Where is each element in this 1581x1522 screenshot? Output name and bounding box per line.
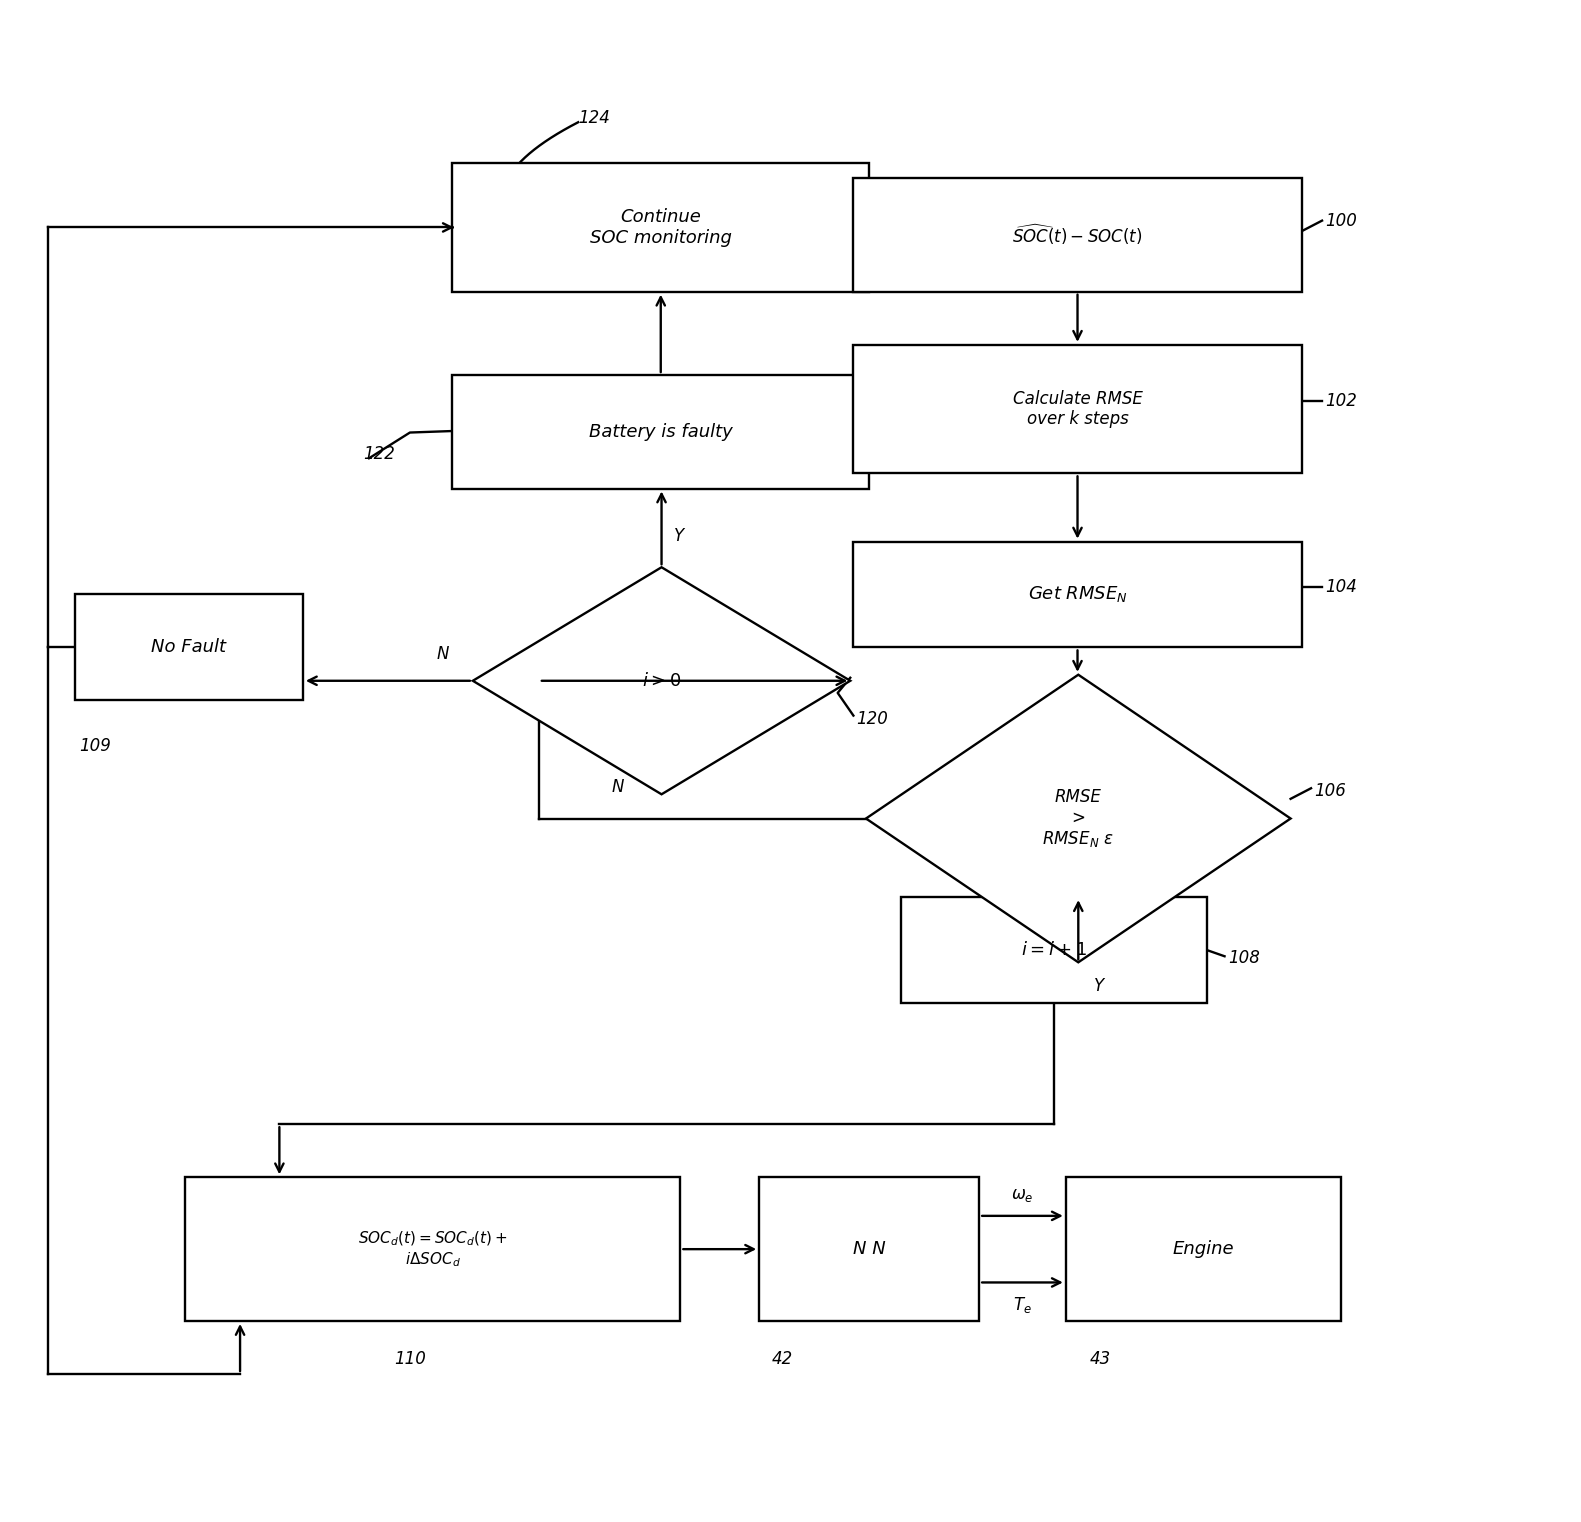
Text: 100: 100 — [1325, 212, 1356, 230]
Text: $i > 0$: $i > 0$ — [642, 671, 681, 689]
Bar — [74, 595, 304, 700]
Text: Continue
SOC monitoring: Continue SOC monitoring — [590, 209, 732, 247]
Text: 102: 102 — [1325, 391, 1356, 409]
Text: 104: 104 — [1325, 578, 1356, 597]
Bar — [901, 898, 1208, 1003]
Text: Get RMSE$_N$: Get RMSE$_N$ — [1028, 584, 1127, 604]
Bar — [759, 1177, 979, 1321]
Text: 42: 42 — [772, 1350, 794, 1368]
Text: 109: 109 — [79, 737, 112, 755]
Bar — [854, 178, 1301, 292]
Text: RMSE
>
RMSE$_N$ $\varepsilon$: RMSE > RMSE$_N$ $\varepsilon$ — [1042, 787, 1115, 849]
Polygon shape — [473, 568, 851, 794]
Text: Y: Y — [1094, 977, 1104, 995]
Text: 108: 108 — [1228, 948, 1260, 966]
Text: Calculate RMSE
over k steps: Calculate RMSE over k steps — [1012, 390, 1143, 429]
Text: 120: 120 — [857, 709, 889, 728]
Bar — [185, 1177, 680, 1321]
Bar — [452, 163, 870, 292]
Text: Battery is faulty: Battery is faulty — [588, 423, 732, 441]
Text: 110: 110 — [394, 1350, 425, 1368]
Text: Engine: Engine — [1173, 1240, 1235, 1259]
Polygon shape — [866, 674, 1290, 962]
Text: Y: Y — [674, 527, 685, 545]
Bar — [854, 542, 1301, 647]
Text: N: N — [436, 645, 449, 662]
Bar — [854, 345, 1301, 473]
Text: 124: 124 — [579, 108, 610, 126]
Text: $\omega_e$: $\omega_e$ — [1012, 1186, 1034, 1204]
Text: $SOC_d(t)= SOC_d(t)+$
$i\Delta SOC_d$: $SOC_d(t)= SOC_d(t)+$ $i\Delta SOC_d$ — [357, 1230, 508, 1269]
Text: $\widehat{SOC}(t) - SOC(t)$: $\widehat{SOC}(t) - SOC(t)$ — [1012, 222, 1143, 248]
Text: 106: 106 — [1314, 782, 1345, 801]
Text: 122: 122 — [362, 444, 395, 463]
Text: N: N — [612, 778, 623, 796]
Text: 43: 43 — [1089, 1350, 1110, 1368]
Text: N N: N N — [852, 1240, 885, 1259]
Bar — [452, 374, 870, 489]
Text: No Fault: No Fault — [152, 638, 226, 656]
Text: $T_e$: $T_e$ — [1013, 1295, 1032, 1315]
Bar — [1066, 1177, 1341, 1321]
Text: $i = i+1$: $i = i+1$ — [1021, 941, 1086, 959]
